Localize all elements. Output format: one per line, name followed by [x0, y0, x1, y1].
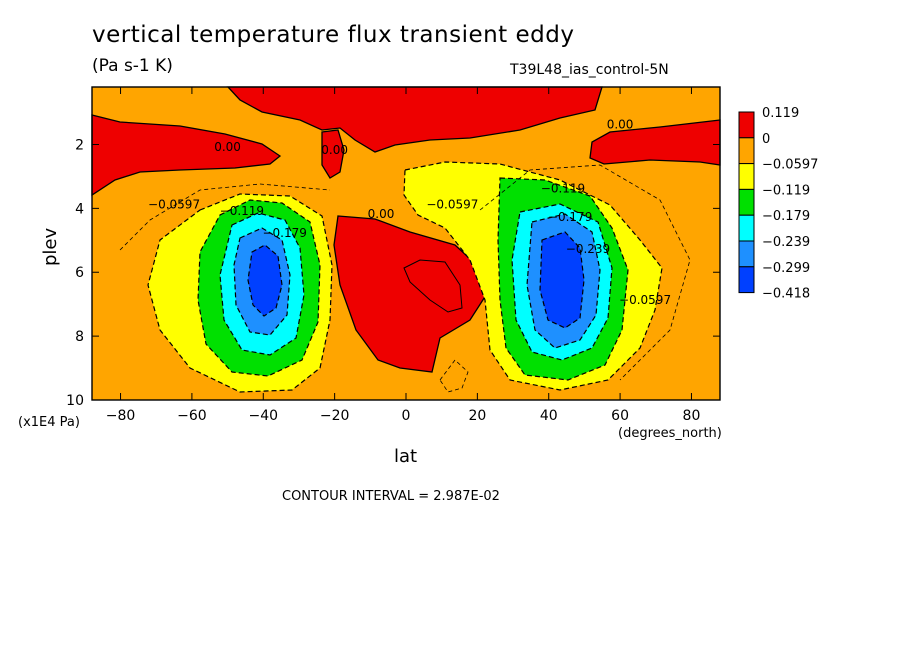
contour-interval: CONTOUR INTERVAL = 2.987E-02 [282, 489, 500, 504]
x-axis-unit: (degrees_north) [618, 426, 722, 441]
x-tick-label: −40 [248, 408, 278, 424]
colorbar-label: −0.239 [762, 235, 810, 250]
colorbar-swatch [738, 240, 755, 268]
colorbar-swatch [738, 163, 755, 190]
colorbar: 0.119 0 −0.0597 −0.119 −0.179 −0.239 −0.299 −0.… [738, 106, 818, 302]
chart-title: vertical temperature flux transient eddy [92, 22, 575, 48]
colorbar-label: 0.119 [762, 106, 799, 121]
y-tick-label: 8 [75, 329, 84, 345]
x-tick-label: −60 [177, 408, 207, 424]
y-axis-unit: (x1E4 Pa) [18, 415, 80, 430]
x-tick-label: 40 [540, 408, 558, 424]
y-tick-label: 4 [75, 201, 84, 217]
plot-frame [91, 86, 721, 401]
contour-label: −0.119 [541, 181, 585, 195]
colorbar-label: −0.179 [762, 209, 810, 224]
y-tick-label: 2 [75, 137, 84, 153]
contour-label: −0.0597 [426, 197, 478, 211]
contour-labels: 0.00 0.00 0.00 0.00 −0.0597 −0.0597 −0.0597 −0.… [148, 118, 671, 308]
x-tick-label: 0 [402, 408, 411, 424]
contour-label: 0.00 [368, 207, 395, 221]
contour-fill-red-left [91, 114, 282, 197]
contour-fill-red-drip [321, 129, 345, 179]
contour-label: −0.179 [548, 210, 592, 224]
colorbar-swatch [738, 111, 755, 139]
x-tick-label: −80 [106, 408, 136, 424]
colorbar-swatch [738, 137, 755, 165]
contour-fill-red-top [226, 86, 603, 153]
contour-label: 0.00 [607, 118, 634, 132]
y-tick-label: 10 [66, 393, 84, 409]
x-tick-label: 60 [611, 408, 629, 424]
colorbar-label: −0.418 [762, 287, 810, 302]
colorbar-label: −0.299 [762, 261, 810, 276]
contour-fill-red-center [333, 215, 489, 373]
chart-units: (Pa s-1 K) [92, 56, 173, 76]
contour-fill-darkblue-north [539, 231, 585, 329]
x-tick-label: 80 [683, 408, 701, 424]
colorbar-label: −0.119 [762, 183, 810, 198]
contour-label: 0.00 [214, 140, 241, 154]
colorbar-swatch [738, 188, 755, 216]
contour-label: −0.0597 [619, 293, 671, 307]
contour-fill-darkblue-south [247, 244, 283, 317]
x-axis-label: lat [394, 446, 418, 467]
run-id: T39L48_ias_control-5N [510, 62, 669, 78]
colorbar-label: −0.0597 [762, 158, 818, 173]
x-tick-label: −20 [320, 408, 350, 424]
colorbar-swatch [738, 214, 755, 242]
contour-label: −0.0597 [148, 197, 200, 211]
contour-label: −0.239 [566, 242, 610, 256]
colorbar-swatch [738, 266, 755, 294]
y-tick-label: 6 [75, 265, 84, 281]
contour-label: −0.119 [220, 204, 264, 218]
contour-label: 0.00 [321, 143, 348, 157]
x-tick-label: 20 [468, 408, 486, 424]
colorbar-label: 0 [762, 132, 770, 147]
axis-tick-labels: −80 −60 −40 −20 0 20 40 60 80 2 4 6 8 10 [66, 137, 700, 424]
contour-label: −0.179 [262, 226, 306, 240]
contour-fill-red-right [589, 119, 721, 166]
